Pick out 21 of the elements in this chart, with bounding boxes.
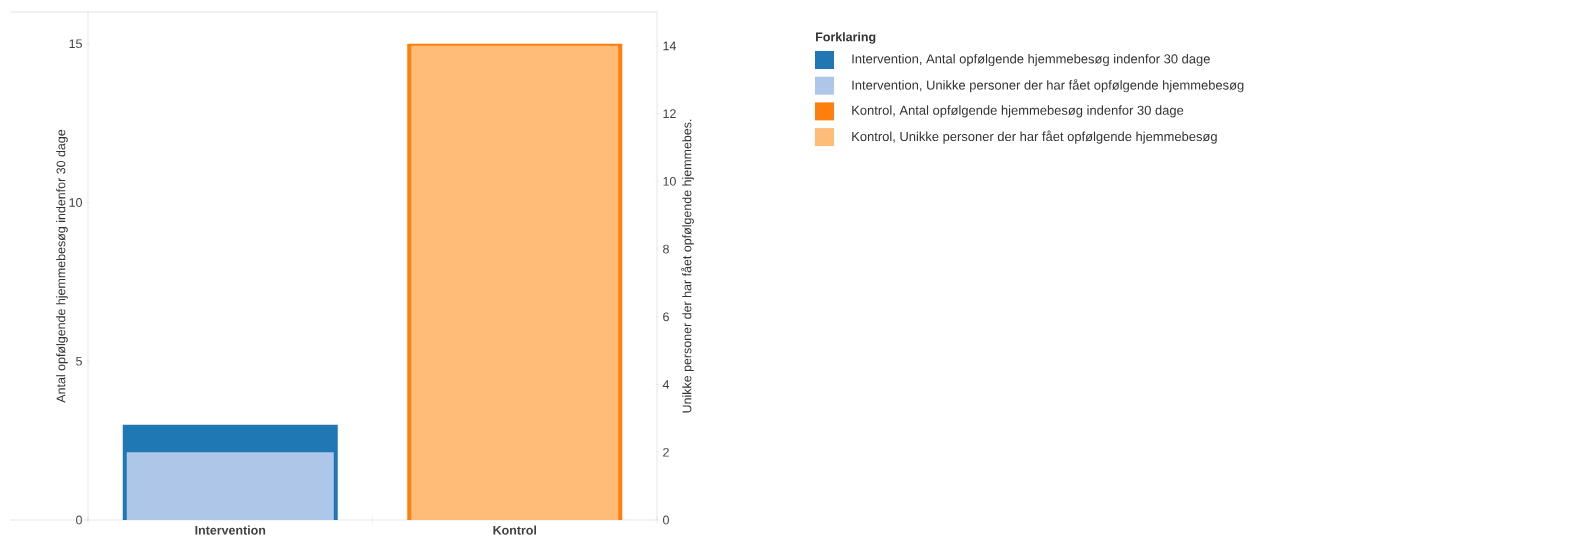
x-tick-label: Kontrol [493, 525, 537, 535]
y-tick-label: 10 [69, 198, 82, 207]
legend-label: Intervention, Unikke personer der har fået opfølgende hjemmebesøg [852, 79, 1244, 93]
x-tick-label: Intervention [195, 525, 266, 535]
legend-label: Intervention, Antal opfølgende hjemmebesøg indenfor 30 dage [852, 53, 1210, 67]
y2-axis-title: Unikke personer der har fået opfølgende hjemmebes. [681, 119, 694, 413]
y2-tick-label: 4 [662, 380, 670, 389]
y2-tick-label: 8 [663, 244, 669, 254]
y-axis-title: Antal opfølgende hjemmebesøg indenfor 30 dage [56, 129, 68, 403]
y2-tick-label: 14 [663, 41, 677, 51]
y2-tick-label: 0 [663, 515, 669, 525]
y2-tick-label: 6 [663, 312, 669, 322]
y-tick-label: 15 [69, 39, 82, 49]
y-tick-label: 0 [76, 515, 82, 525]
y2-tick-label: 2 [663, 447, 669, 457]
y2-tick-label: 10 [663, 176, 676, 186]
legend-title: Forklaring [816, 32, 876, 44]
y-tick-label: 5 [76, 356, 82, 366]
legend-label: Kontrol, Unikke personer der har fået opfølgende hjemmebesøg [852, 130, 1217, 144]
legend-label: Kontrol, Antal opfølgende hjemmebesøg indenfor 30 dage [852, 105, 1184, 118]
y2-tick-label: 12 [663, 109, 676, 118]
